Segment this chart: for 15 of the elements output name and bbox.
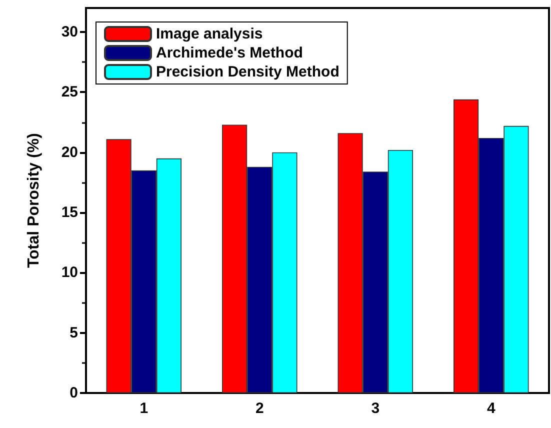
x-tick-label: 3 [371, 400, 380, 417]
x-tick-label: 2 [255, 400, 264, 417]
y-axis-title: Total Porosity (%) [26, 133, 42, 268]
y-tick-label: 10 [61, 264, 78, 282]
y-tick-label: 15 [61, 204, 78, 222]
x-tick-label: 1 [140, 400, 148, 417]
x-tick-label: 4 [486, 400, 496, 417]
legend-label: Precision Density Method [156, 64, 340, 80]
legend-label: Image analysis [156, 26, 263, 42]
y-tick-label: 5 [70, 324, 78, 342]
legend-label: Archimede's Method [156, 44, 303, 62]
y-tick-label: 25 [61, 84, 78, 101]
y-tick-label: 20 [61, 144, 78, 161]
y-tick-label: 0 [70, 384, 78, 402]
y-tick-label: 30 [61, 24, 78, 41]
